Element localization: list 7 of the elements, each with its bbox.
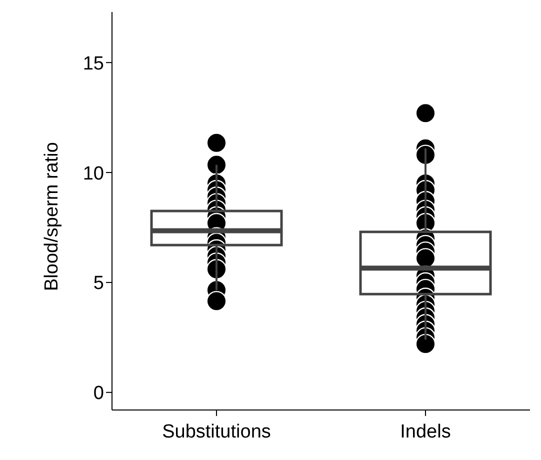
y-tick-label: 15	[82, 53, 104, 74]
y-tick-label: 10	[82, 163, 104, 184]
x-tick-label: Substitutions	[162, 421, 271, 442]
x-tick-label: Indels	[400, 421, 451, 442]
y-tick-label: 5	[93, 273, 104, 294]
y-axis-title: Blood/sperm ratio	[42, 142, 63, 291]
y-tick-label: 0	[93, 383, 104, 404]
